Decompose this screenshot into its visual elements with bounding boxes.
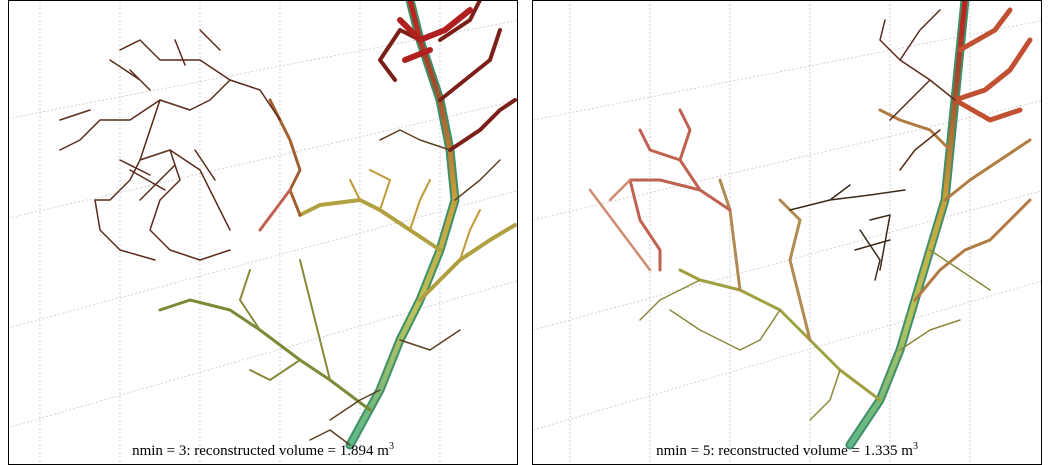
panel-left: nmin = 3: reconstructed volume = 1.894 m… <box>0 0 520 465</box>
page: nmin = 3: reconstructed volume = 1.894 m… <box>0 0 1050 465</box>
panel-right: nmin = 5: reconstructed volume = 1.335 m… <box>533 0 1046 465</box>
caption-text: nmin = 5: reconstructed volume = 1.335 m <box>656 443 913 459</box>
panel-frame <box>533 1 1042 465</box>
caption-exponent: 3 <box>913 441 918 452</box>
caption: nmin = 3: reconstructed volume = 1.894 m… <box>132 441 394 459</box>
caption: nmin = 5: reconstructed volume = 1.335 m… <box>656 441 918 459</box>
caption-text: nmin = 3: reconstructed volume = 1.894 m <box>132 443 389 459</box>
caption-exponent: 3 <box>389 441 394 452</box>
figure: nmin = 3: reconstructed volume = 1.894 m… <box>0 0 1050 465</box>
